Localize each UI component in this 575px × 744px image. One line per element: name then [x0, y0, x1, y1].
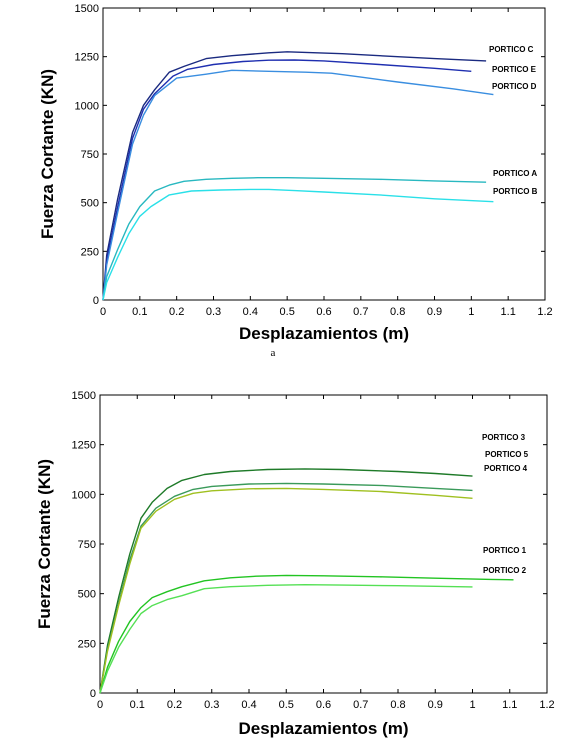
y-tick-label: 0: [93, 295, 99, 307]
x-tick-label: 0.6: [316, 699, 331, 711]
x-tick-label: 1.2: [537, 306, 552, 318]
series-label: PORTICO E: [492, 65, 537, 74]
series-line: [99, 584, 473, 694]
chart-top: 0 0.1 0.2 0.3 0.4 0.5 0.6 0.7 0.8 0.9 1 1.1 1.2 0 250 5…: [38, 3, 553, 359]
x-tick-label: 0.3: [206, 306, 221, 318]
y-tick-label: 250: [81, 246, 99, 258]
y-tick-label: 1000: [75, 100, 99, 112]
y-tick-label: 1500: [75, 3, 99, 15]
chart-bottom: 0 0.1 0.2 0.3 0.4 0.5 0.6 0.7 0.8 0.9 1 1.1 1.2 0 250 5…: [35, 390, 555, 738]
y-tick-label: 250: [78, 638, 96, 650]
x-tick-label: 0.5: [279, 699, 294, 711]
x-tick-label: 0.2: [167, 699, 182, 711]
y-tick-label: 500: [81, 198, 99, 210]
x-axis-label: Desplazamientos (m): [239, 324, 409, 343]
x-tick-label: 0.2: [169, 306, 184, 318]
x-tick-label: 0.9: [428, 699, 443, 711]
series-line: [102, 69, 494, 301]
chart-caption: a: [271, 347, 276, 359]
series-line: [99, 487, 473, 694]
plot-frame: [102, 7, 546, 301]
y-tick-label: 1250: [72, 440, 96, 452]
plot-frame: [99, 394, 548, 694]
y-axis-label: Fuerza Cortante (KN): [38, 69, 57, 239]
x-tick-label: 0.6: [316, 306, 331, 318]
x-tick-label: 0.1: [130, 699, 145, 711]
y-tick-label: 1250: [75, 52, 99, 64]
series-label: PORTICO B: [493, 187, 538, 196]
series-label: PORTICO C: [489, 45, 534, 54]
series-line: [102, 51, 487, 301]
series-line: [99, 468, 473, 694]
y-tick-label: 500: [78, 589, 96, 601]
x-tick-label: 1: [469, 699, 475, 711]
x-tick-label: 0.4: [241, 699, 256, 711]
x-tick-label: 0.8: [390, 699, 405, 711]
x-tick-label: 0.5: [280, 306, 295, 318]
x-tick-label: 0.1: [132, 306, 147, 318]
x-tick-label: 0.8: [390, 306, 405, 318]
y-tick-label: 750: [78, 539, 96, 551]
series-label: PORTICO 4: [484, 464, 528, 473]
x-tick-label: 0: [97, 699, 103, 711]
x-tick-label: 0.9: [427, 306, 442, 318]
series-label: PORTICO A: [493, 169, 537, 178]
y-axis-label: Fuerza Cortante (KN): [35, 459, 54, 629]
series-line: [102, 59, 472, 301]
x-tick-label: 0.4: [243, 306, 258, 318]
series-line: [99, 482, 473, 694]
y-tick-label: 750: [81, 149, 99, 161]
x-tick-label: 1: [468, 306, 474, 318]
series-label: PORTICO D: [492, 82, 537, 91]
series-line: [102, 188, 494, 301]
x-tick-label: 1.1: [501, 306, 516, 318]
series-label: PORTICO 5: [485, 450, 529, 459]
series-label: PORTICO 1: [483, 546, 527, 555]
series-line: [99, 574, 514, 694]
x-tick-label: 1.1: [502, 699, 517, 711]
series-label: PORTICO 3: [482, 433, 526, 442]
x-tick-label: 1.2: [539, 699, 554, 711]
x-tick-label: 0.7: [353, 699, 368, 711]
x-tick-label: 0.3: [204, 699, 219, 711]
x-axis-label: Desplazamientos (m): [238, 719, 408, 738]
x-tick-label: 0: [100, 306, 106, 318]
series-line: [102, 176, 487, 301]
series-label: PORTICO 2: [483, 566, 527, 575]
y-tick-label: 1500: [72, 390, 96, 402]
y-tick-label: 1000: [72, 489, 96, 501]
x-tick-label: 0.7: [353, 306, 368, 318]
y-tick-label: 0: [90, 688, 96, 700]
